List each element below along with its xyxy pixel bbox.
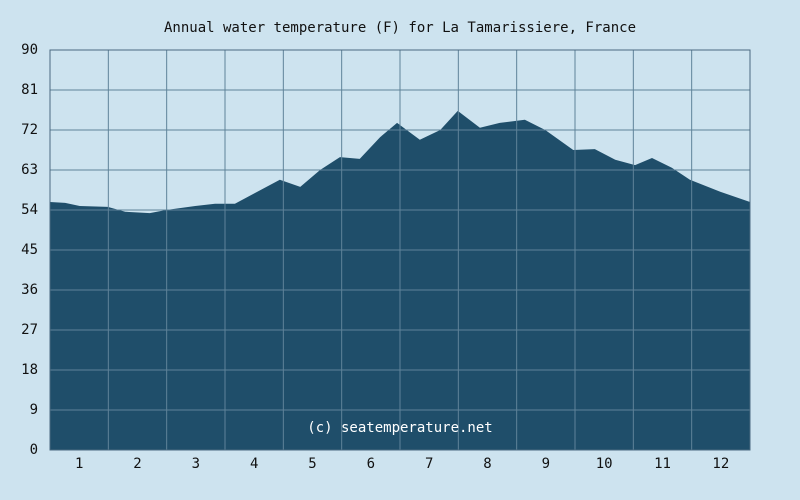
y-tick-label: 27 <box>21 322 38 338</box>
x-tick-label: 4 <box>250 456 258 472</box>
y-tick-label: 90 <box>21 42 38 58</box>
x-tick-label: 7 <box>425 456 433 472</box>
x-tick-label: 5 <box>308 456 316 472</box>
y-tick-label: 63 <box>21 162 38 178</box>
x-tick-label: 8 <box>483 456 491 472</box>
chart-title: Annual water temperature (F) for La Tama… <box>164 20 636 36</box>
y-tick-label: 54 <box>21 202 38 218</box>
y-tick-label: 81 <box>21 82 38 98</box>
x-tick-label: 10 <box>596 456 613 472</box>
plot-border <box>49 49 751 451</box>
watermark: (c) seatemperature.net <box>307 420 492 436</box>
x-tick-label: 2 <box>133 456 141 472</box>
x-tick-label: 12 <box>712 456 729 472</box>
y-tick-label: 36 <box>21 282 38 298</box>
y-tick-label: 0 <box>30 442 38 458</box>
x-tick-label: 1 <box>75 456 83 472</box>
x-tick-label: 11 <box>654 456 671 472</box>
x-tick-label: 3 <box>192 456 200 472</box>
y-tick-label: 45 <box>21 242 38 258</box>
y-tick-label: 9 <box>30 402 38 418</box>
x-tick-label: 6 <box>367 456 375 472</box>
x-tick-label: 9 <box>542 456 550 472</box>
y-tick-label: 18 <box>21 362 38 378</box>
y-tick-label: 72 <box>21 122 38 138</box>
